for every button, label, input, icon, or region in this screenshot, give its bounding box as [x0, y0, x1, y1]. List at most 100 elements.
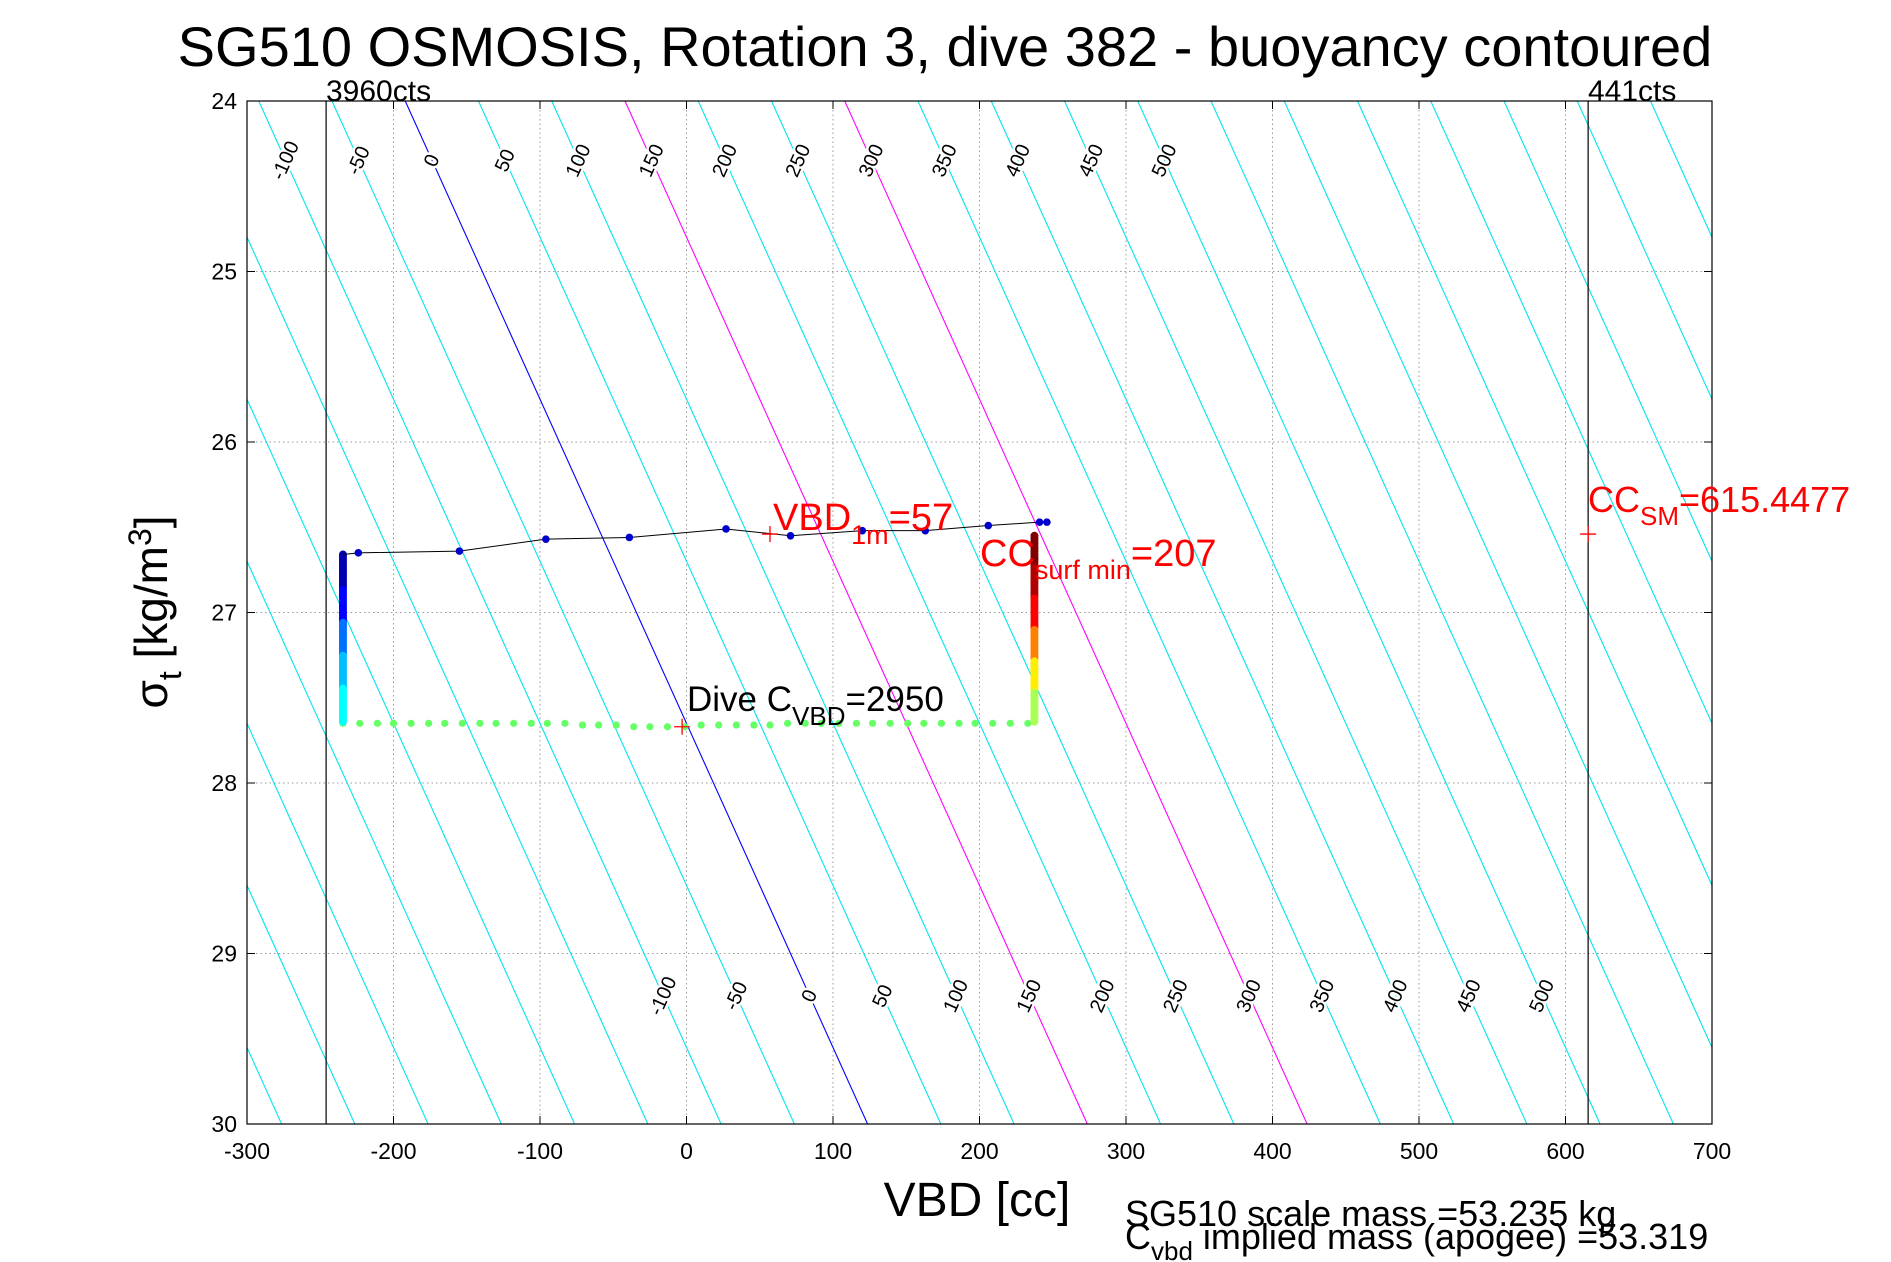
footer-scale-mass: SG510 scale mass =53.235 kg: [1125, 1193, 1616, 1234]
descent-point: [1024, 719, 1032, 727]
contour-label: 500: [1525, 976, 1559, 1015]
climb-line: [342, 521, 1047, 556]
contour-line: [247, 559, 502, 1124]
climb-point: [921, 526, 930, 535]
x-axis-label: VBD [cc]: [884, 1174, 1071, 1227]
contour-labels: -100 -50 0 50 100 150 200 250 300 350 400 450 500-10…: [265, 135, 1562, 1021]
footer-implied-mass: Cvbd implied mass (apogee) =53.319: [1125, 1216, 1708, 1262]
contour-label: 350: [928, 141, 962, 180]
climb-point: [455, 547, 464, 555]
climb-point: [786, 531, 795, 540]
descent-point: [389, 719, 398, 727]
contour-line: [1576, 101, 1712, 401]
cc-sm-value: =615.4477: [1679, 479, 1850, 520]
contour-line: [1210, 101, 1674, 1124]
descent-point: [955, 719, 963, 727]
y-tick-label: 25: [211, 259, 237, 285]
descent-point: [750, 721, 758, 729]
vbd-1m-annotation: VBD1m=57: [773, 497, 953, 550]
descent-point: [578, 721, 587, 729]
vbd-1m-main: VBD: [773, 497, 851, 539]
descent-point: [561, 719, 569, 727]
x-tick-label: 400: [1253, 1138, 1291, 1164]
contour-line: [697, 101, 1162, 1124]
descent-point: [715, 721, 723, 729]
dive-series: [338, 518, 1051, 731]
contour-line: [990, 101, 1455, 1124]
descent-point: [766, 721, 774, 729]
contour-label: 200: [1086, 976, 1120, 1015]
contour-label: 0: [420, 151, 445, 170]
vline-label-left: 3960cts: [326, 75, 431, 108]
contour-label: 100: [939, 976, 973, 1015]
y-tick-label: 26: [211, 429, 237, 455]
x-tick-label: 700: [1693, 1138, 1731, 1164]
contour-line: [1283, 101, 1712, 1049]
chart-title: SG510 OSMOSIS, Rotation 3, dive 382 - bu…: [178, 15, 1713, 78]
pre-apogee-point: [1030, 717, 1039, 726]
descent-point: [732, 721, 740, 729]
descent-point: [612, 721, 620, 729]
y-label-rest: [kg/m: [125, 546, 177, 671]
descent-point: [835, 719, 843, 727]
descent-point: [543, 719, 551, 727]
descent-point: [407, 719, 415, 727]
contour-label: 450: [1452, 976, 1486, 1015]
descent-point: [476, 719, 484, 727]
descent-point: [646, 723, 654, 731]
descent-point: [783, 719, 792, 727]
contour-line: [477, 101, 942, 1124]
contour-label: 50: [491, 146, 520, 175]
contour-line: [844, 101, 1308, 1124]
vline-label-right: 441cts: [1588, 75, 1676, 108]
reference-markers: [674, 526, 1597, 735]
contour-line: [404, 101, 869, 1124]
y-label-sub: t: [152, 671, 188, 680]
descent-point: [510, 719, 518, 727]
descent-point: [663, 723, 672, 731]
descent-point: [441, 719, 449, 727]
descent-point: [595, 721, 603, 729]
climb-point: [542, 535, 550, 543]
x-tick-label: -200: [370, 1138, 416, 1164]
y-tick-label: 27: [211, 600, 237, 626]
contour-line: [331, 101, 795, 1124]
cc-surf-sub: surf min: [1035, 555, 1131, 585]
axis-ticks: -300 -200 -100 0 100 200 300 400 500 600 700242526…: [211, 88, 1731, 1164]
contour-label: -50: [343, 143, 375, 178]
contour-line: [917, 101, 1381, 1124]
contour-label: 0: [797, 987, 822, 1006]
vbd-1m-value: =57: [889, 497, 953, 539]
y-tick-label: 28: [211, 770, 237, 796]
contour-line: [247, 235, 649, 1124]
y-axis-label: σt [kg/m3]: [122, 515, 188, 708]
x-tick-label: 0: [680, 1138, 693, 1164]
contour-line: [247, 884, 356, 1124]
y-label-sup: 3: [122, 528, 158, 546]
contour-label: 400: [1001, 141, 1035, 180]
dive-cvbd-sub: VBD: [792, 701, 845, 731]
climb-point: [984, 521, 993, 530]
x-tick-label: -300: [224, 1138, 270, 1164]
cc-surf-annotation: CCsurf min=207: [980, 533, 1217, 585]
x-tick-label: 200: [960, 1138, 998, 1164]
climb-point: [1035, 518, 1044, 526]
y-label-main: σ: [125, 680, 177, 708]
x-tick-label: 300: [1107, 1138, 1145, 1164]
contour-line: [258, 101, 722, 1124]
x-tick-label: 600: [1546, 1138, 1584, 1164]
climb-point: [338, 717, 347, 726]
vbd-1m-sub: 1m: [851, 520, 889, 550]
contour-label: 300: [855, 141, 889, 180]
count-limit-lines: [325, 101, 1589, 1124]
contour-label: 200: [708, 141, 742, 180]
descent-point: [492, 719, 500, 727]
contour-label: 100: [562, 141, 596, 180]
descent-point: [937, 719, 946, 727]
y-label-close: ]: [125, 515, 177, 528]
cc-surf-main: CC: [980, 533, 1035, 575]
contour-label: 250: [1159, 976, 1193, 1015]
dive-cvbd-main: Dive C: [687, 680, 792, 719]
climb-point: [722, 525, 730, 533]
descent-point: [971, 719, 979, 727]
